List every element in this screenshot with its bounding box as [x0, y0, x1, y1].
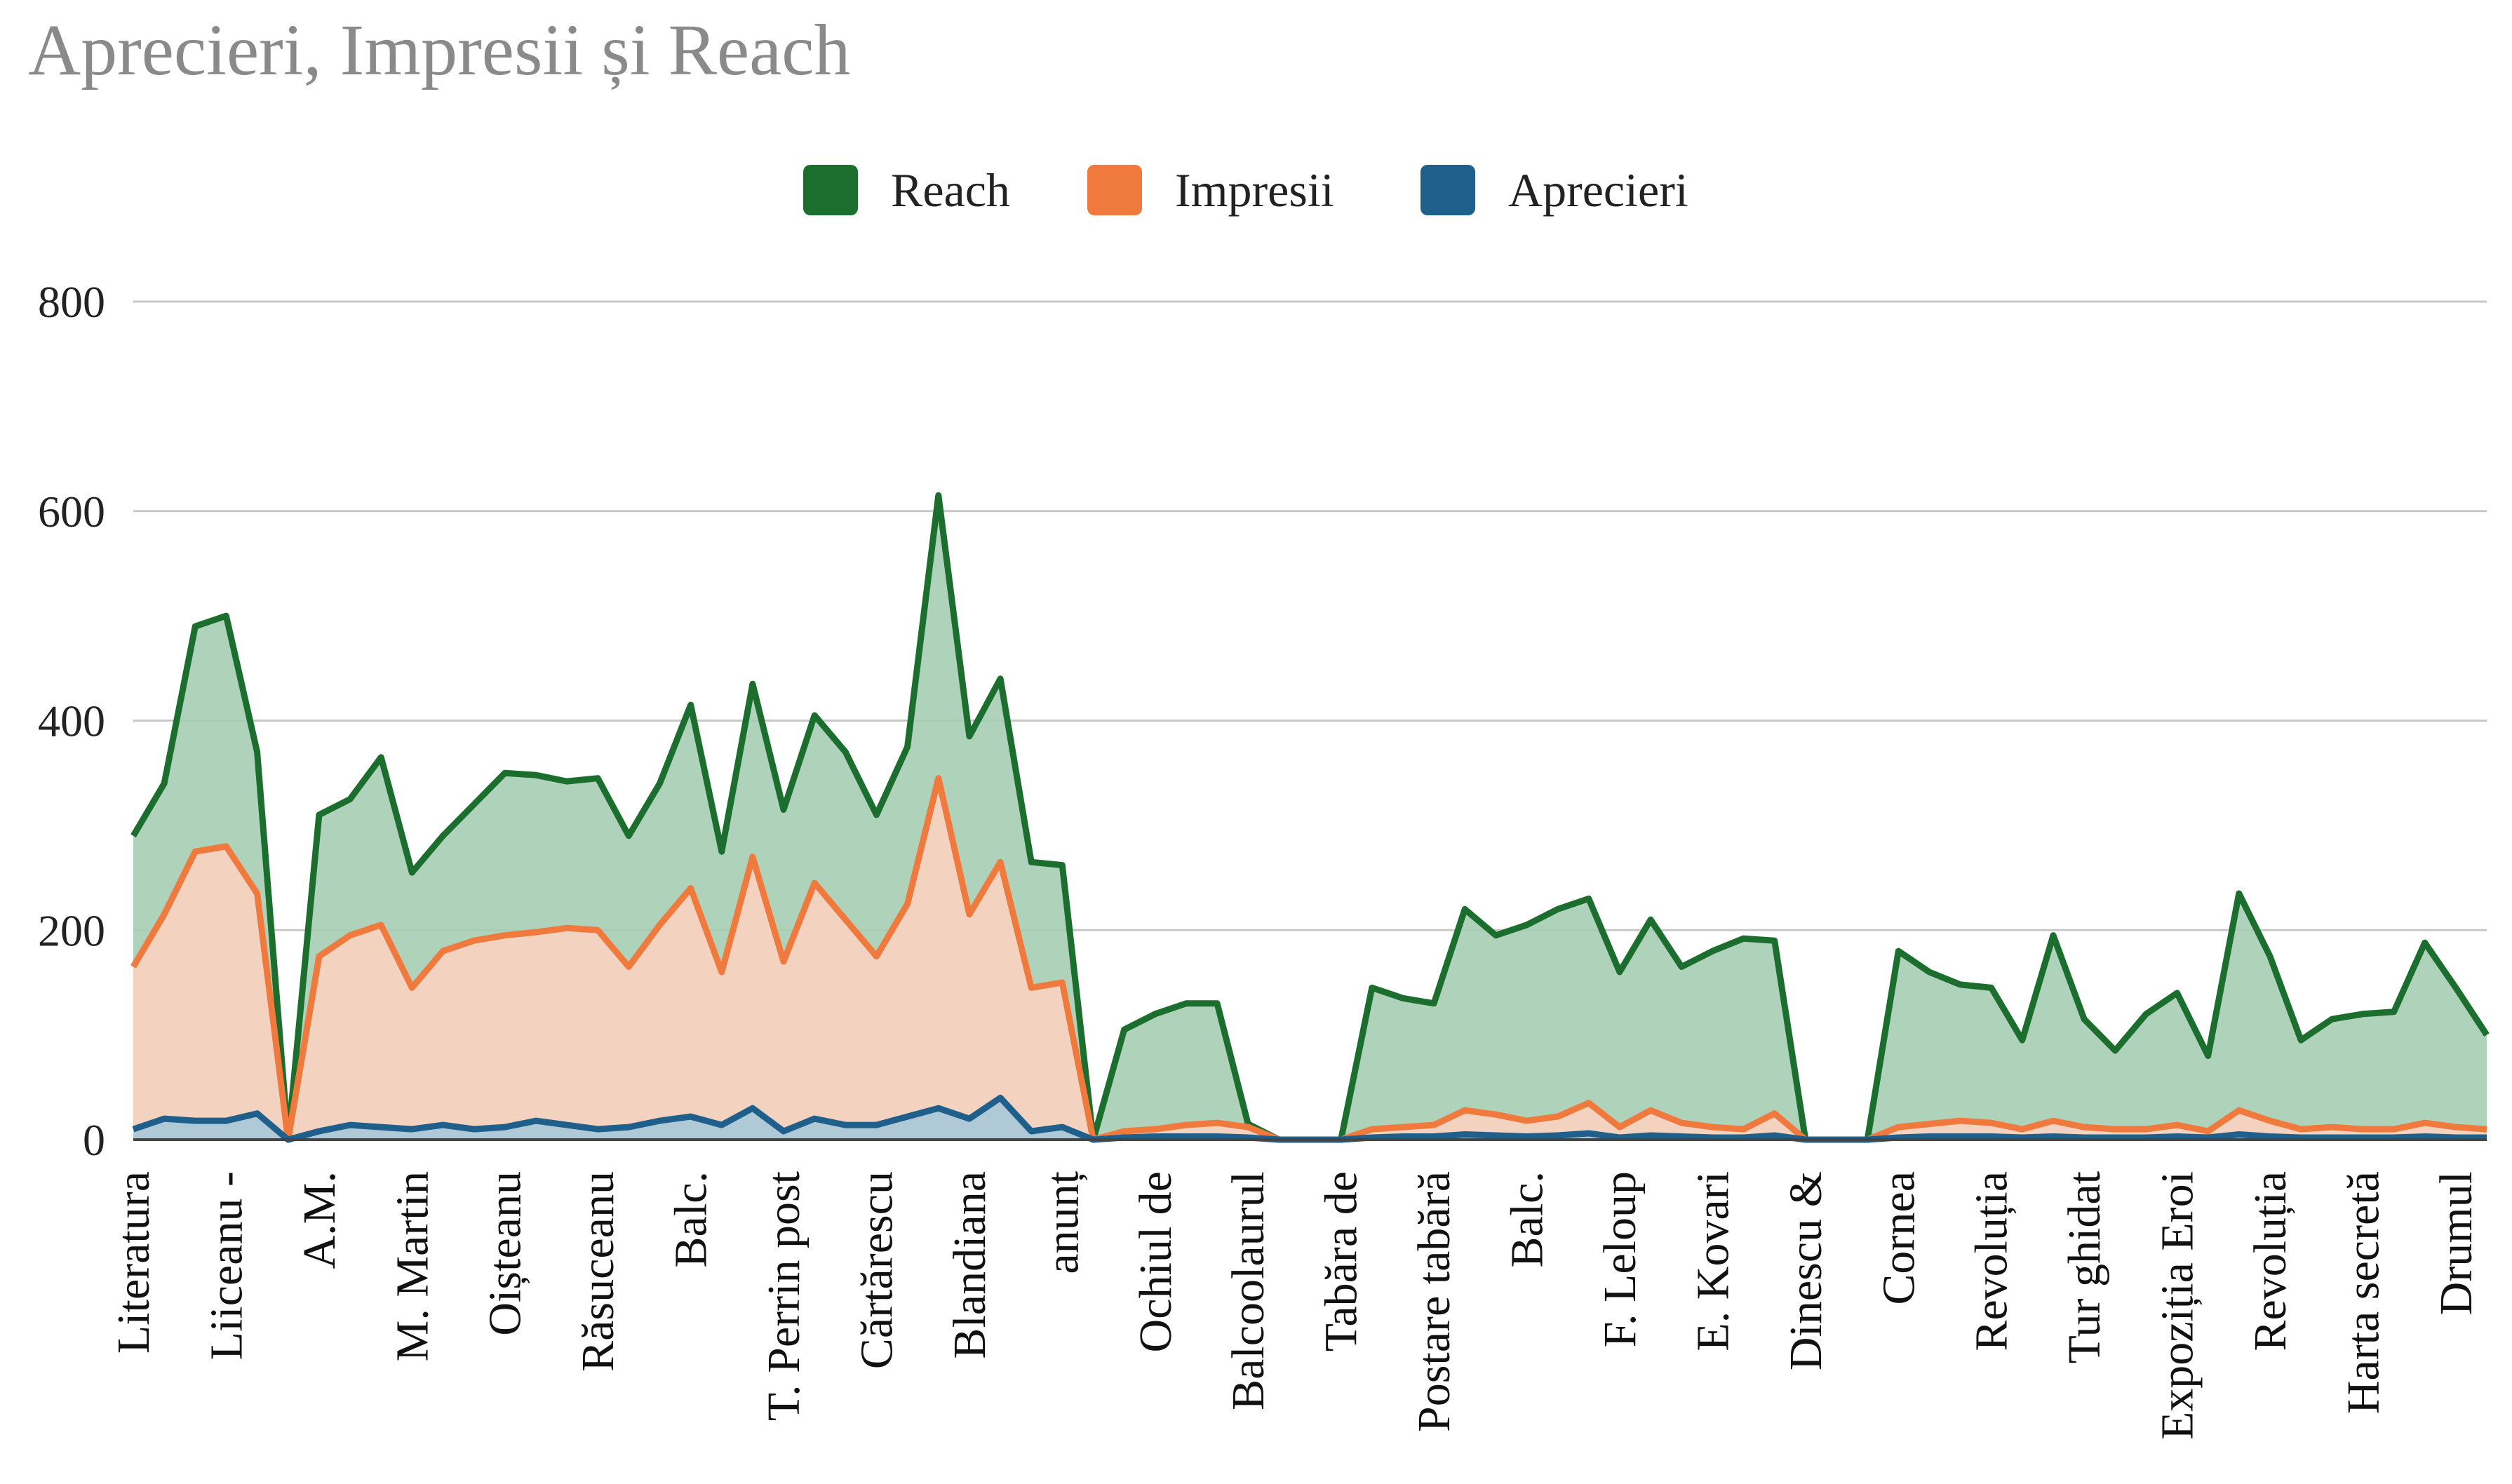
x-tick-label: Literatura: [108, 1171, 159, 1354]
area-series: [130, 492, 2490, 1143]
legend: Reach Impresii Aprecieri: [803, 163, 1688, 217]
x-tick-label: Drumul: [2431, 1171, 2482, 1315]
series-area-impresii: [133, 778, 2487, 1140]
x-tick-label: Răsuceanu: [572, 1171, 624, 1372]
x-tick-label: Expoziția Eroi: [2152, 1171, 2203, 1440]
legend-label: Impresii: [1175, 163, 1334, 217]
x-tick-label: M. Martin: [387, 1171, 438, 1361]
x-tick-label: Oișteanu: [480, 1171, 531, 1336]
legend-item-aprecieri: Aprecieri: [1420, 163, 1688, 217]
x-tick-label: Postare tabără: [1409, 1171, 1460, 1432]
x-axis: Literatura Liiceanu - A.M. M. Martin Oiștean…: [108, 1138, 2487, 1440]
y-tick-label: 0: [83, 1115, 105, 1165]
legend-swatch: [1087, 165, 1142, 215]
y-axis: 0 200 400 600 800: [38, 277, 105, 1165]
x-tick-label: T. Perrin post: [758, 1171, 810, 1421]
x-tick-label: F. Leloup: [1594, 1171, 1646, 1347]
y-tick-label: 600: [38, 487, 105, 537]
x-tick-label: Revoluția: [1966, 1171, 2017, 1351]
x-tick-label: A.M.: [294, 1171, 345, 1269]
x-tick-label: Dinescu &: [1780, 1171, 1832, 1370]
x-tick-label: Cornea: [1873, 1171, 1924, 1305]
legend-label: Aprecieri: [1508, 163, 1688, 217]
x-tick-label: Balcoolaurul: [1223, 1171, 1274, 1410]
x-tick-label: Tur ghidat: [2059, 1171, 2110, 1363]
legend-swatch: [803, 165, 858, 215]
x-tick-label: Ochiul de: [1130, 1171, 1181, 1352]
y-tick-label: 200: [38, 905, 105, 955]
x-tick-label: Tabăra de: [1316, 1171, 1367, 1351]
x-tick-label: Harta secretă: [2337, 1171, 2389, 1414]
chart-title: Aprecieri, Impresii și Reach: [28, 10, 851, 90]
x-tick-label: Liiceanu -: [201, 1171, 252, 1360]
x-tick-label: Blandiana: [944, 1171, 995, 1359]
legend-label: Reach: [891, 163, 1010, 217]
series-area-aprecieri: [133, 1098, 2487, 1140]
y-tick-label: 400: [38, 696, 105, 746]
x-tick-label: Balc.: [1502, 1171, 1553, 1267]
legend-swatch: [1420, 165, 1475, 215]
x-tick-label: anunț: [1037, 1171, 1088, 1274]
x-tick-label: Revoluția: [2245, 1171, 2296, 1351]
legend-item-impresii: Impresii: [1087, 163, 1334, 217]
x-tick-label: Balc.: [666, 1171, 717, 1267]
x-tick-label: Cărtărescu: [851, 1171, 902, 1369]
legend-item-reach: Reach: [803, 163, 1010, 217]
x-tick-label: E. Kovari: [1687, 1171, 1738, 1351]
y-tick-label: 800: [38, 277, 105, 327]
